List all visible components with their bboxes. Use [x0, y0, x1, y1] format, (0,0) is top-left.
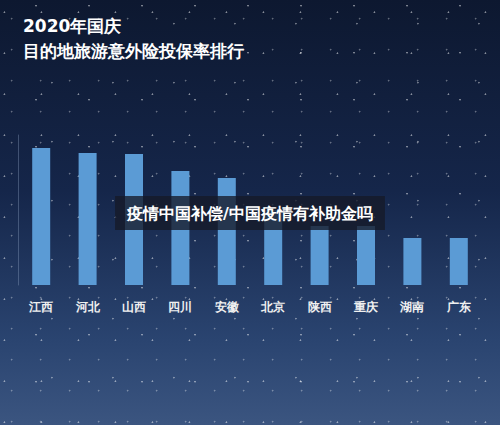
svg-text:河北: 河北 — [75, 300, 101, 314]
svg-text:北京: 北京 — [260, 300, 285, 314]
svg-text:四川: 四川 — [168, 300, 192, 314]
svg-text:重庆: 重庆 — [353, 300, 378, 314]
svg-text:目的地旅游意外险投保率排行: 目的地旅游意外险投保率排行 — [23, 41, 244, 61]
svg-text:广东: 广东 — [446, 300, 471, 314]
svg-text:山西: 山西 — [122, 300, 146, 314]
svg-text:安徽: 安徽 — [215, 300, 240, 314]
svg-text:疫情中国补偿/中国疫情有补助金吗: 疫情中国补偿/中国疫情有补助金吗 — [126, 204, 373, 223]
svg-text:陕西: 陕西 — [308, 300, 332, 314]
svg-text:2020年国庆: 2020年国庆 — [23, 16, 121, 36]
svg-text:江西: 江西 — [28, 300, 53, 314]
svg-text:湖南: 湖南 — [399, 300, 424, 314]
